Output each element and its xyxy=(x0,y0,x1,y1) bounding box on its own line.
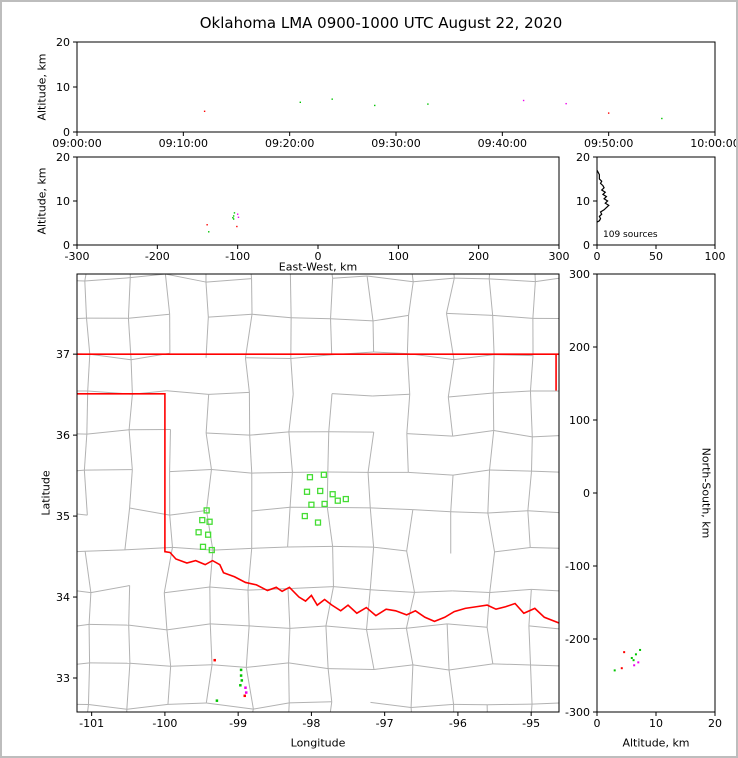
svg-text:-97: -97 xyxy=(376,717,394,730)
svg-text:50: 50 xyxy=(649,250,663,263)
svg-text:09:40:00: 09:40:00 xyxy=(478,137,527,150)
svg-text:-300: -300 xyxy=(65,250,90,263)
svg-text:-100: -100 xyxy=(152,717,177,730)
svg-text:100: 100 xyxy=(569,414,590,427)
svg-text:10: 10 xyxy=(649,717,663,730)
svg-text:09:50:00: 09:50:00 xyxy=(584,137,633,150)
svg-text:09:20:00: 09:20:00 xyxy=(265,137,314,150)
svg-text:200: 200 xyxy=(468,250,489,263)
svg-text:20: 20 xyxy=(576,151,590,164)
time-height-ylabel: Altitude, km xyxy=(35,53,49,121)
svg-text:36: 36 xyxy=(56,429,70,442)
svg-text:-99: -99 xyxy=(229,717,247,730)
svg-text:-200: -200 xyxy=(145,250,170,263)
svg-text:100: 100 xyxy=(705,250,726,263)
svg-text:-95: -95 xyxy=(522,717,540,730)
svg-text:-100: -100 xyxy=(565,560,590,573)
svg-text:0: 0 xyxy=(315,250,322,263)
ew-height-panel: -300 -200 -100 0 100 200 300 0 10 20 xyxy=(56,151,570,263)
svg-text:-100: -100 xyxy=(225,250,250,263)
svg-text:0: 0 xyxy=(63,126,70,139)
svg-text:09:00:00: 09:00:00 xyxy=(52,137,101,150)
svg-text:-101: -101 xyxy=(79,717,104,730)
svg-text:0: 0 xyxy=(594,250,601,263)
source-histogram-panel: 0 50 100 0 10 20 xyxy=(576,151,726,263)
map-panel: -101 -100 -99 -98 -97 -96 -95 33 34 35 36 37 xyxy=(56,273,560,730)
svg-text:100: 100 xyxy=(388,250,409,263)
svg-text:200: 200 xyxy=(569,341,590,354)
svg-text:20: 20 xyxy=(56,36,70,49)
ew-height-xlabel: East-West, km xyxy=(278,260,358,274)
ns-height-xlabel: Altitude, km xyxy=(622,736,690,750)
svg-text:300: 300 xyxy=(549,250,570,263)
svg-text:20: 20 xyxy=(708,717,722,730)
svg-text:34: 34 xyxy=(56,591,70,604)
svg-text:300: 300 xyxy=(569,268,590,281)
svg-text:-300: -300 xyxy=(565,706,590,719)
svg-text:-98: -98 xyxy=(302,717,320,730)
svg-text:-96: -96 xyxy=(449,717,467,730)
svg-text:10: 10 xyxy=(56,195,70,208)
svg-text:35: 35 xyxy=(56,510,70,523)
svg-text:10: 10 xyxy=(56,81,70,94)
svg-text:37: 37 xyxy=(56,348,70,361)
svg-text:33: 33 xyxy=(56,672,70,685)
svg-text:20: 20 xyxy=(56,151,70,164)
ns-height-ylabel: North-South, km xyxy=(699,447,713,539)
svg-text:0: 0 xyxy=(583,487,590,500)
svg-text:10:00:00: 10:00:00 xyxy=(690,137,738,150)
svg-text:0: 0 xyxy=(583,239,590,252)
source-count-annotation: 109 sources xyxy=(603,230,658,240)
svg-text:-200: -200 xyxy=(565,633,590,646)
svg-text:0: 0 xyxy=(594,717,601,730)
svg-text:0: 0 xyxy=(63,239,70,252)
figure-title: Oklahoma LMA 0900-1000 UTC August 22, 20… xyxy=(199,14,563,32)
svg-text:10: 10 xyxy=(576,195,590,208)
svg-text:09:30:00: 09:30:00 xyxy=(371,137,420,150)
map-xlabel: Longitude xyxy=(290,736,346,750)
map-ylabel: Latitude xyxy=(39,470,53,516)
svg-text:09:10:00: 09:10:00 xyxy=(159,137,208,150)
ns-height-panel: 0 10 20 -300 -200 -100 0 100 200 300 xyxy=(565,268,722,730)
time-height-panel: 09:00:00 09:10:00 09:20:00 09:30:00 09:40:00… xyxy=(52,36,738,150)
ew-height-ylabel: Altitude, km xyxy=(35,167,49,235)
